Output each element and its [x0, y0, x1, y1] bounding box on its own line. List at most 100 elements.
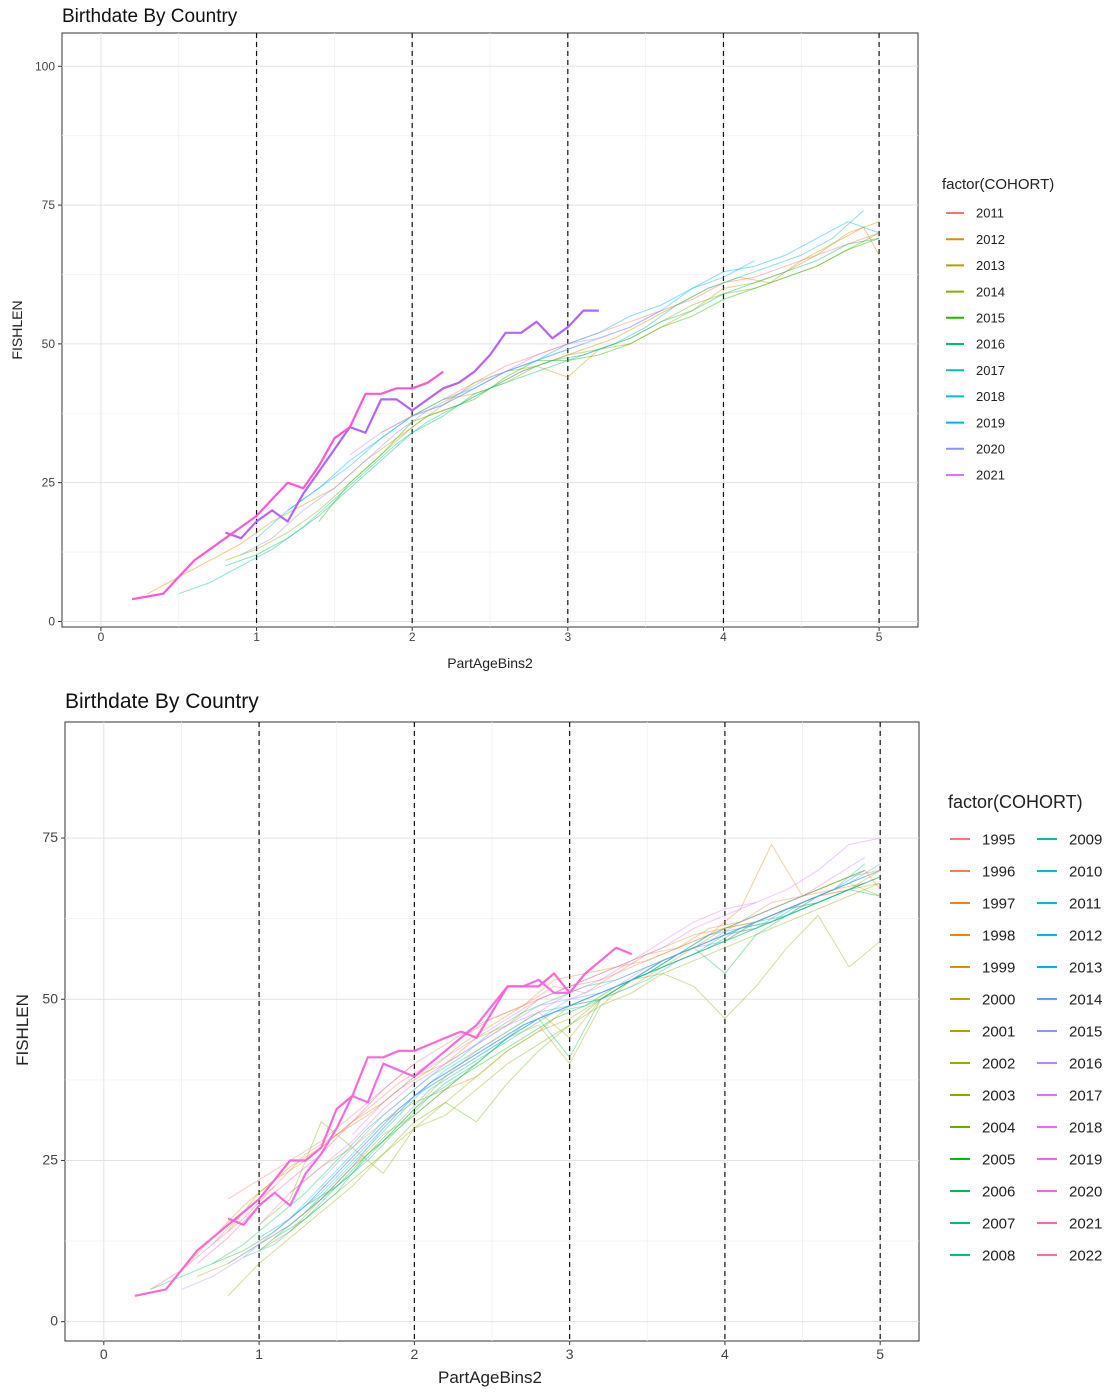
y-tick-label: 25: [42, 476, 56, 490]
legend-label: 2005: [982, 1151, 1015, 1168]
chart-1-series: [131, 210, 880, 601]
y-tick-label: 50: [42, 337, 56, 351]
chart-2-y-label: FISHLEN: [13, 994, 32, 1066]
legend-label: 2021: [976, 468, 1005, 483]
legend-label: 2002: [982, 1055, 1015, 1072]
chart-2-legend: 1995 1996 1997 1998 1999 2000 2001 2002 2003 2004…: [950, 831, 1102, 1264]
x-tick-label: 1: [253, 630, 260, 644]
chart-1-title: Birthdate By Country: [62, 6, 238, 27]
chart-1: Birthdate By Country 0 25 50 75 100 0 1 2 3 4 5 P…: [9, 6, 1054, 671]
series-line-2021: [196, 1063, 415, 1264]
series-line-2006: [258, 889, 881, 1252]
series-line-1996: [212, 882, 865, 1245]
legend-label: 2017: [976, 363, 1005, 378]
series-line-2015: [320, 869, 881, 1181]
legend-label: 2021: [1069, 1215, 1102, 1232]
series-line-2000: [196, 882, 881, 1277]
legend-label: 2000: [982, 991, 1015, 1008]
series-line-2014: [225, 232, 880, 561]
legend-label: 1996: [982, 863, 1015, 880]
legend-label: 2006: [982, 1183, 1015, 1200]
x-tick-label: 5: [876, 630, 883, 644]
y-tick-label: 0: [48, 614, 55, 628]
series-line-2011: [443, 232, 880, 400]
legend-label: 2003: [982, 1087, 1015, 1104]
legend-label: 2018: [1069, 1119, 1102, 1136]
series-line-2018: [258, 902, 757, 1226]
series-line-2016: [225, 237, 880, 567]
legend-label: 1999: [982, 959, 1015, 976]
legend-label: 1997: [982, 895, 1015, 912]
x-tick-label: 4: [720, 630, 727, 644]
y-tick-label: 75: [42, 198, 56, 212]
x-tick-label: 3: [566, 1346, 574, 1362]
chart-2: Birthdate By Country 0 25 50 75 0 1 2 3 4 5 Part…: [13, 690, 1102, 1387]
series-line: [131, 370, 444, 601]
series-line-2022: [150, 1185, 275, 1290]
legend-label: 2011: [976, 206, 1004, 221]
chart-1-x-ticks: 0 1 2 3 4 5: [98, 627, 883, 644]
legend-label: 2017: [1069, 1087, 1102, 1104]
legend-label: 2008: [982, 1247, 1015, 1264]
legend-label: 2020: [976, 441, 1005, 456]
series-line-2013: [380, 221, 880, 434]
legend-label: 2010: [1069, 863, 1102, 880]
chart-2-series: [134, 837, 881, 1297]
legend-label: 2001: [982, 1023, 1015, 1040]
legend-label: 2004: [982, 1119, 1015, 1136]
chart-2-x-ticks: 0 1 2 3 4 5: [100, 1341, 884, 1362]
x-tick-label: 0: [100, 1346, 108, 1362]
y-tick-label: 25: [42, 1151, 58, 1167]
y-tick-label: 100: [35, 59, 55, 73]
series-line-2009: [243, 863, 866, 1258]
legend-label: 2016: [976, 337, 1005, 352]
series-line-2007: [150, 882, 865, 1290]
chart-2-reference-lines: [258, 722, 881, 1341]
series-line-2016: [181, 856, 865, 1290]
series-line-2012: [147, 226, 880, 595]
series-line-2008: [274, 876, 865, 1239]
series-line-2020: [240, 343, 584, 556]
series-line-2001: [289, 882, 881, 1194]
series-line-2004: [289, 876, 881, 1232]
legend-label: 2018: [976, 389, 1005, 404]
legend-label: 2012: [976, 232, 1005, 247]
series-line-2014: [227, 863, 881, 1265]
legend-label: 2012: [1069, 927, 1102, 944]
series-line-2021: [349, 310, 662, 456]
legend-label: 1998: [982, 927, 1015, 944]
legend-label: 2015: [1069, 1023, 1102, 1040]
legend-label: 2013: [1069, 959, 1102, 976]
chart-1-y-ticks: 0 25 50 75 100: [35, 59, 62, 628]
y-tick-label: 50: [42, 990, 58, 1006]
series-line-2002: [227, 914, 881, 1297]
legend-label: 2007: [982, 1215, 1015, 1232]
series-line-2015: [318, 237, 880, 522]
chart-2-title: Birthdate By Country: [65, 690, 259, 713]
series-line-2018: [256, 260, 755, 539]
legend-label: 2019: [1069, 1151, 1102, 1168]
x-tick-label: 5: [876, 1346, 884, 1362]
series-line-2019: [287, 221, 880, 511]
legend-label: 2014: [1069, 991, 1102, 1008]
series-line-1997: [181, 844, 881, 1271]
legend-label: 2016: [1069, 1055, 1102, 1072]
series-line-2003: [258, 882, 881, 1226]
series-line-2011: [258, 876, 881, 1239]
legend-label: 2019: [976, 415, 1005, 430]
legend-label: 2013: [976, 258, 1005, 273]
series-line: [225, 309, 599, 540]
legend-label: 2014: [976, 284, 1005, 299]
legend-label: 2015: [976, 310, 1005, 325]
x-tick-label: 2: [409, 630, 416, 644]
x-tick-label: 2: [410, 1346, 418, 1362]
chart-1-x-label: PartAgeBins2: [447, 655, 533, 671]
series-line-2010: [305, 882, 865, 1213]
chart-1-reference-lines: [255, 33, 880, 627]
series-line-2017: [351, 837, 881, 1136]
chart-1-y-label: FISHLEN: [9, 300, 25, 359]
legend-label: 2020: [1069, 1183, 1102, 1200]
chart-2-legend-title: factor(COHORT): [948, 792, 1083, 812]
chart-1-legend-title: factor(COHORT): [942, 176, 1054, 193]
chart-2-y-ticks: 0 25 50 75: [42, 829, 65, 1329]
